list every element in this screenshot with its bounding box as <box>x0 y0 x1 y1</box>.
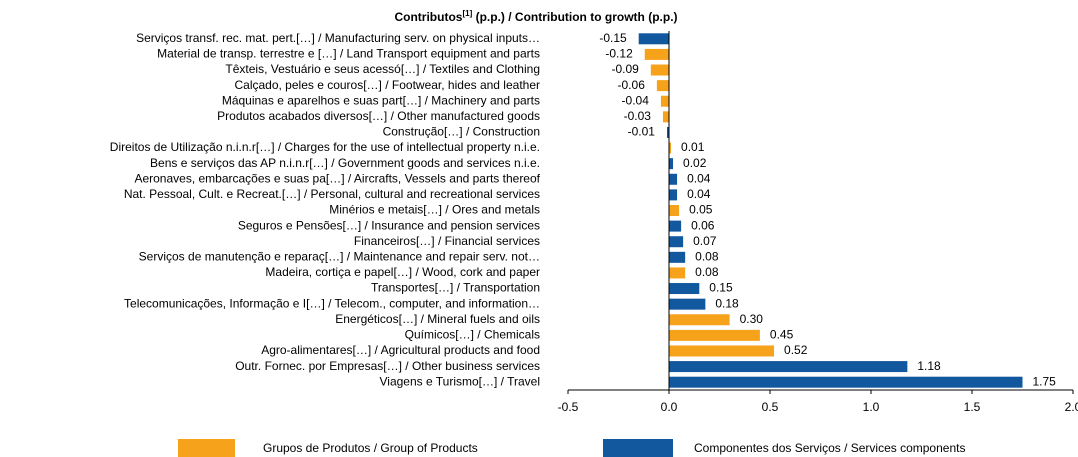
bar <box>669 376 1023 388</box>
bar <box>662 111 669 123</box>
category-label: Energéticos[…] / Mineral fuels and oils <box>335 312 540 326</box>
bar <box>669 173 678 185</box>
category-label: Serviços de manutenção e reparaç[…] / Ma… <box>139 249 540 263</box>
bar <box>669 142 672 154</box>
value-label: -0.12 <box>605 47 633 61</box>
bar <box>666 126 669 138</box>
category-label: Direitos de Utilização n.i.n.r[…] / Char… <box>110 140 540 154</box>
value-label: -0.09 <box>611 62 639 76</box>
value-label: -0.03 <box>624 109 652 123</box>
category-label: Calçado, peles e couros[…] / Footwear, h… <box>234 78 540 92</box>
bar <box>669 220 682 232</box>
value-label: 1.18 <box>917 359 941 373</box>
value-label: 0.52 <box>784 343 808 357</box>
legend-label: Componentes dos Serviços / Services comp… <box>694 441 965 455</box>
x-tick-label: 1.5 <box>964 400 981 414</box>
bar <box>656 80 669 92</box>
bar <box>669 345 775 357</box>
title-main: Contributos <box>394 10 462 24</box>
bar <box>669 236 684 248</box>
bar <box>644 48 669 60</box>
bar <box>669 158 674 170</box>
legend-swatch <box>603 439 673 457</box>
title-superscript: [1] <box>462 9 472 18</box>
category-label: Bens e serviços das AP n.i.n.r[…] / Gove… <box>150 156 540 170</box>
category-label: Aeronaves, embarcações e suas pa[…] / Ai… <box>134 171 540 185</box>
value-label: 0.04 <box>687 187 711 201</box>
value-label: 0.15 <box>709 281 733 295</box>
value-label: -0.04 <box>622 93 650 107</box>
category-label: Construção[…] / Construction <box>383 125 540 139</box>
value-label: 0.30 <box>740 312 764 326</box>
bar <box>650 64 669 76</box>
value-label: 1.75 <box>1033 374 1057 388</box>
bar <box>669 283 700 295</box>
category-label: Serviços transf. rec. mat. pert.[…] / Ma… <box>136 31 540 45</box>
bar <box>669 189 678 201</box>
value-label: 0.02 <box>683 156 707 170</box>
value-label: -0.15 <box>599 31 627 45</box>
category-label: Madeira, cortiça e papel[…] / Wood, cork… <box>265 265 540 279</box>
category-label: Máquinas e aparelhos e suas part[…] / Ma… <box>222 93 540 107</box>
category-label: Têxteis, Vestuário e seus acessó[…] / Te… <box>225 62 540 76</box>
value-label: 0.08 <box>695 249 719 263</box>
value-label: 0.06 <box>691 218 715 232</box>
bar <box>669 267 686 279</box>
category-label: Transportes[…] / Transportation <box>371 281 540 295</box>
category-label: Químicos[…] / Chemicals <box>405 328 540 342</box>
category-label: Nat. Pessoal, Cult. e Recreat.[…] / Pers… <box>124 187 540 201</box>
value-label: 0.01 <box>681 140 705 154</box>
category-label: Produtos acabados diversos[…] / Other ma… <box>217 109 540 123</box>
bar <box>669 298 706 310</box>
value-label: 0.07 <box>693 234 717 248</box>
value-label: 0.45 <box>770 328 794 342</box>
chart-title: Contributos[1] (p.p.) / Contribution to … <box>394 9 677 24</box>
x-tick-label: -0.5 <box>558 400 579 414</box>
category-label: Viagens e Turismo[…] / Travel <box>379 374 540 388</box>
x-tick-label: 2.0 <box>1065 400 1078 414</box>
bar <box>660 95 669 107</box>
bar <box>669 329 760 341</box>
bar <box>669 361 908 373</box>
value-label: 0.18 <box>715 296 739 310</box>
x-tick-label: 1.0 <box>863 400 880 414</box>
category-label: Minérios e metais[…] / Ores and metals <box>329 203 540 217</box>
bar <box>669 205 680 216</box>
x-tick-label: 0.5 <box>762 400 779 414</box>
legend-swatch <box>178 439 235 457</box>
x-tick-label: 0.0 <box>661 400 678 414</box>
legend-label: Grupos de Produtos / Group of Products <box>263 441 478 455</box>
category-label: Seguros e Pensões[…] / Insurance and pen… <box>238 218 540 232</box>
value-label: -0.06 <box>618 78 646 92</box>
bar <box>669 251 686 263</box>
category-label: Agro-alimentares[…] / Agricultural produ… <box>261 343 540 357</box>
category-label: Material de transp. terrestre e […] / La… <box>157 47 540 61</box>
category-label: Financeiros[…] / Financial services <box>354 234 540 248</box>
category-label: Telecomunicações, Informação e I[…] / Te… <box>124 296 540 310</box>
value-label: -0.01 <box>628 125 656 139</box>
title-rest: (p.p.) / Contribution to growth (p.p.) <box>472 10 677 24</box>
category-label: Outr. Fornec. por Empresas[…] / Other bu… <box>235 359 540 373</box>
bar <box>638 33 669 45</box>
value-label: 0.04 <box>687 171 711 185</box>
bar <box>669 314 730 326</box>
value-label: 0.08 <box>695 265 719 279</box>
value-label: 0.05 <box>689 203 713 217</box>
